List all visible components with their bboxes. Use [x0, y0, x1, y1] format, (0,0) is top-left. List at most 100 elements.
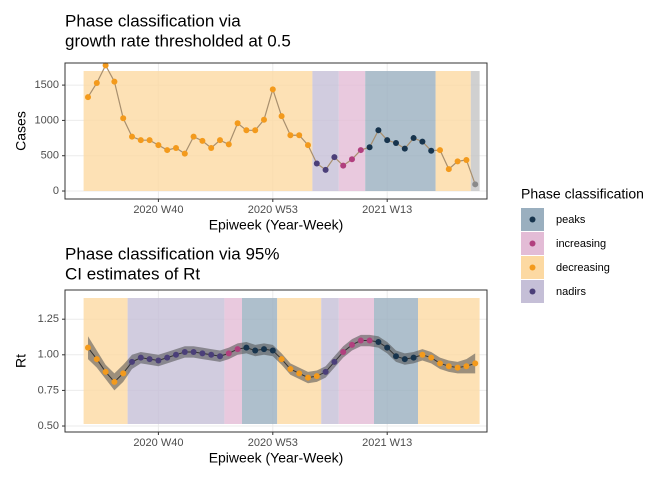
- phase-band: [312, 71, 339, 191]
- point: [261, 346, 267, 353]
- point: [313, 373, 320, 380]
- point: [393, 353, 399, 360]
- y-tick-label: 1.00: [38, 349, 59, 361]
- point: [269, 347, 276, 354]
- y-axis-label: Rt: [13, 354, 29, 368]
- point: [146, 137, 153, 144]
- point: [322, 166, 329, 173]
- point: [349, 341, 355, 348]
- point: [454, 158, 461, 165]
- point: [313, 160, 320, 167]
- legend-point: [529, 216, 536, 223]
- point: [401, 145, 408, 152]
- point: [296, 132, 303, 139]
- point: [287, 366, 294, 373]
- point: [261, 116, 267, 123]
- x-axis-label: Epiweek (Year-Week): [209, 450, 344, 466]
- point: [137, 137, 144, 144]
- point: [410, 135, 417, 142]
- chart-title: Phase classification via: [65, 11, 241, 30]
- legend-point: [529, 288, 536, 295]
- point: [252, 127, 259, 134]
- chart-title: Phase classification via 95%: [65, 244, 280, 263]
- point: [137, 354, 144, 361]
- point: [384, 344, 391, 351]
- point: [190, 348, 197, 355]
- plot-border: [64, 289, 488, 433]
- point: [357, 337, 364, 344]
- phase-band: [321, 298, 339, 424]
- point: [208, 144, 215, 151]
- legend-point: [529, 264, 536, 271]
- point: [155, 357, 162, 364]
- point: [428, 354, 435, 361]
- point: [146, 356, 153, 363]
- point: [437, 360, 443, 367]
- point: [410, 354, 417, 361]
- phase-band: [338, 71, 366, 191]
- ci-ribbon: [88, 334, 476, 391]
- plot-border: [64, 62, 488, 200]
- point: [428, 147, 435, 154]
- chart-title: CI estimates of Rt: [65, 264, 200, 283]
- y-axis-label: Cases: [13, 111, 29, 151]
- point: [384, 137, 391, 144]
- x-tick-label: 2021 W13: [362, 204, 412, 216]
- point: [225, 350, 232, 357]
- phase-band: [83, 71, 313, 191]
- y-tick-label: 0.75: [38, 384, 59, 396]
- point: [472, 181, 479, 188]
- point: [164, 354, 171, 361]
- point: [181, 150, 188, 157]
- point: [234, 346, 241, 353]
- y-tick-label: 1.25: [38, 313, 59, 325]
- point: [357, 147, 364, 154]
- point: [173, 144, 179, 151]
- chart-title: growth rate thresholded at 0.5: [65, 31, 291, 50]
- point: [111, 378, 118, 385]
- point: [243, 344, 250, 351]
- point: [305, 142, 311, 149]
- point: [393, 140, 399, 147]
- point: [199, 350, 206, 357]
- point: [164, 147, 171, 154]
- legend-title: Phase classification: [521, 186, 644, 202]
- point: [269, 86, 276, 93]
- point: [102, 368, 109, 375]
- point: [366, 337, 373, 344]
- point: [208, 351, 215, 358]
- point: [93, 356, 100, 363]
- point: [93, 79, 100, 86]
- point: [129, 358, 135, 365]
- y-tick-label: 0.50: [38, 420, 59, 432]
- point: [155, 142, 162, 149]
- point: [340, 348, 347, 355]
- point: [375, 127, 382, 134]
- x-tick-label: 2020 W40: [133, 204, 183, 216]
- legend-label: decreasing: [556, 262, 610, 274]
- legend-point: [529, 240, 536, 247]
- point: [85, 94, 91, 101]
- x-axis-label: Epiweek (Year-Week): [209, 217, 344, 233]
- legend-label: increasing: [556, 238, 606, 250]
- point: [120, 115, 127, 122]
- y-tick-label: 1000: [35, 114, 59, 126]
- point: [437, 147, 443, 154]
- point: [278, 113, 285, 120]
- point: [305, 374, 311, 381]
- point: [173, 351, 179, 358]
- point: [419, 138, 426, 145]
- y-tick-label: 0: [53, 185, 59, 197]
- point: [225, 141, 232, 148]
- x-tick-label: 2020 W53: [248, 437, 298, 449]
- point: [190, 133, 197, 140]
- point: [340, 162, 347, 169]
- point: [234, 120, 241, 127]
- point: [252, 347, 259, 354]
- x-tick-label: 2020 W40: [133, 437, 183, 449]
- point: [349, 156, 355, 163]
- point: [463, 156, 470, 163]
- phase-band: [470, 71, 480, 191]
- x-tick-label: 2021 W13: [362, 437, 412, 449]
